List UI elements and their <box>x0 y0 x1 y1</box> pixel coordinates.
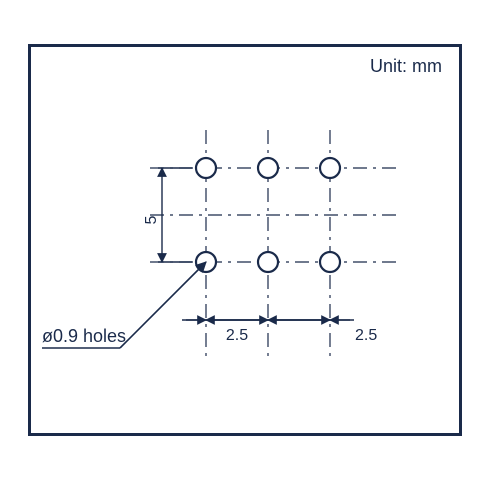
hole-icon <box>320 252 340 272</box>
centerlines-horizontal <box>150 168 400 262</box>
hole-icon <box>320 158 340 178</box>
dimension-vertical-label: 5 <box>143 215 160 224</box>
hole-icon <box>196 158 216 178</box>
technical-drawing: 5 2.5 2.5 ø0.9 holes <box>0 0 500 500</box>
dimension-h-left-label: 2.5 <box>226 327 248 344</box>
hole-icon <box>258 158 278 178</box>
leader-label: ø0.9 holes <box>42 326 126 346</box>
hole-icon <box>258 252 278 272</box>
dimension-h-right-label: 2.5 <box>355 327 377 344</box>
